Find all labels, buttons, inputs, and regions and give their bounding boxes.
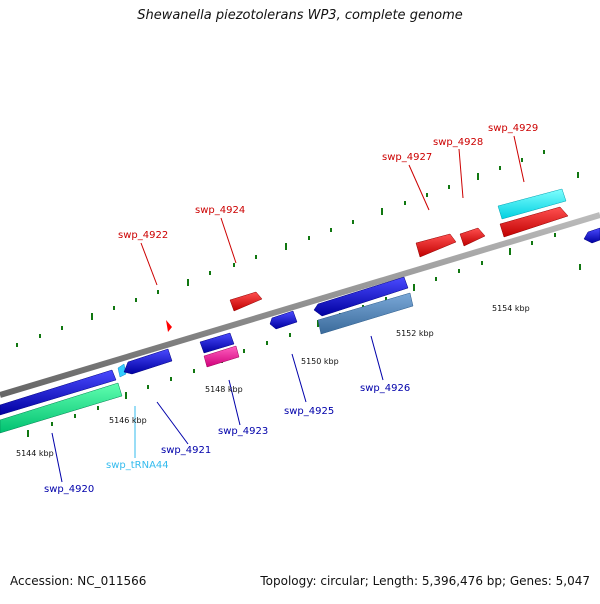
gene-swp_4929[interactable] [497,188,569,238]
gene-labels: swp_4920 swp_tRNA44 swp_4921 swp_4922 sw… [44,123,538,495]
scale-label-5148: 5148 kbp [205,385,243,394]
gene-swp_4920[interactable] [0,369,123,434]
gene-swp_4924[interactable] [229,291,263,312]
gene-label-swp_4928[interactable]: swp_4928 [433,137,483,148]
scale-label-5146: 5146 kbp [109,416,147,425]
gene-swp_4922[interactable] [166,320,172,332]
gene-swp_4925[interactable] [269,310,298,330]
gene-swp_4921[interactable] [123,348,173,375]
gene-label-swp_4923[interactable]: swp_4923 [218,426,268,437]
genome-backbone [0,212,600,398]
gene-swp_4923[interactable] [199,332,240,368]
scale-label-5144: 5144 kbp [16,449,54,458]
gene-label-swp_4921[interactable]: swp_4921 [161,445,211,456]
gene-label-swp_tRNA44[interactable]: swp_tRNA44 [106,460,169,471]
gene-label-swp_4922[interactable]: swp_4922 [118,230,168,241]
gene-swp_4928[interactable] [459,227,486,247]
gene-label-swp_4925[interactable]: swp_4925 [284,406,334,417]
scale-label-5152: 5152 kbp [396,329,434,338]
scale-labels: 5144 kbp 5146 kbp 5148 kbp 5150 kbp 5152… [16,304,530,458]
gene-label-swp_4926[interactable]: swp_4926 [360,383,410,394]
outer-tick-track [16,150,579,347]
gene-label-swp_4920[interactable]: swp_4920 [44,484,94,495]
gene-swp_4926[interactable] [313,276,414,335]
gene-label-swp_4924[interactable]: swp_4924 [195,205,245,216]
gene-label-swp_4927[interactable]: swp_4927 [382,152,432,163]
gene-swp_4927[interactable] [415,233,457,258]
accession-text: Accession: NC_011566 [10,574,147,588]
gene-label-swp_4929[interactable]: swp_4929 [488,123,538,134]
callout-lines [51,135,525,483]
scale-label-5154: 5154 kbp [492,304,530,313]
scale-label-5150: 5150 kbp [301,357,339,366]
gene-edge-right[interactable] [583,227,600,244]
gene-swp_tRNA44[interactable] [117,363,127,378]
genome-summary-text: Topology: circular; Length: 5,396,476 bp… [260,574,590,588]
map-title: Shewanella piezotolerans WP3, complete g… [137,8,463,23]
